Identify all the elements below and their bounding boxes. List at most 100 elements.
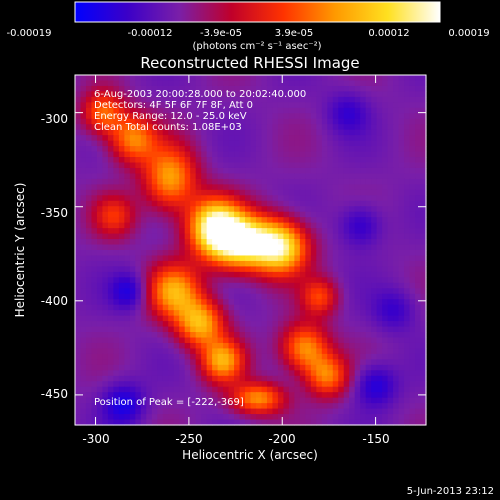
heatmap-cell [184,157,191,164]
heatmap-cell [398,293,405,300]
heatmap-cell [255,293,263,300]
heatmap-cell [223,255,230,262]
heatmap-cell [382,375,389,382]
heatmap-cell [398,162,405,169]
heatmap-cell [75,293,82,300]
heatmap-cell [234,102,241,109]
heatmap-cell [277,342,284,350]
heatmap-cell [102,266,109,273]
heatmap-cell [321,408,328,415]
heatmap-cell [245,408,252,415]
heatmap-cell [261,255,268,262]
heatmap-cell [190,271,197,278]
heatmap-cell [266,173,274,180]
heatmap-cell [135,167,142,175]
heatmap-cell [179,348,186,355]
heatmap-cell [168,321,175,328]
heatmap-cell [294,315,301,322]
heatmap-cell [354,364,361,371]
heatmap-cell [184,211,191,218]
heatmap-cell [195,397,202,404]
heatmap-cell [212,124,219,131]
heatmap-cell [124,408,131,415]
heatmap-cell [91,118,98,125]
heatmap-cell [234,250,241,257]
heatmap-cell [129,277,136,284]
heatmap-cell [382,408,389,415]
heatmap-cell [75,342,82,350]
heatmap-cell [404,113,411,120]
heatmap-cell [382,414,389,421]
heatmap-cell [321,255,328,262]
heatmap-cell [360,255,367,262]
heatmap-cell [190,195,197,202]
heatmap-cell [217,392,224,399]
heatmap-cell [245,293,252,300]
heatmap-cell [288,222,295,229]
heatmap-cell [305,381,312,388]
heatmap-cell [173,414,180,421]
heatmap-cell [332,419,339,426]
heatmap-cell [310,403,317,410]
heatmap-cell [332,75,339,82]
heatmap-cell [261,277,268,284]
heatmap-cell [283,282,290,289]
heatmap-cell [321,326,328,333]
heatmap-cell [404,178,411,185]
heatmap-cell [168,244,175,251]
heatmap-cell [75,348,82,355]
heatmap-cell [80,222,87,229]
heatmap-cell [96,353,104,360]
heatmap-cell [195,228,202,235]
heatmap-cell [234,342,241,350]
heatmap-cell [201,408,208,415]
heatmap-cell [91,135,98,142]
heatmap-cell [360,173,367,180]
heatmap-cell [234,195,241,202]
heatmap-cell [140,91,147,98]
heatmap-cell [80,162,87,169]
heatmap-cell [349,260,356,268]
heatmap-cell [96,113,104,120]
heatmap-cell [217,118,224,125]
heatmap-cell [299,266,306,273]
heatmap-cell [129,392,136,399]
heatmap-cell [217,326,224,333]
heatmap-cell [206,332,213,339]
heatmap-cell [310,239,317,246]
heatmap-cell [85,244,93,251]
heatmap-cell [349,85,356,93]
heatmap-cell [190,75,197,82]
heatmap-cell [239,80,246,87]
heatmap-cell [376,107,383,114]
heatmap-cell [365,135,372,142]
heatmap-cell [157,140,164,147]
heatmap-cell [277,102,284,109]
heatmap-cell [371,135,378,142]
heatmap-cell [404,167,411,175]
heatmap-cell [343,321,350,328]
heatmap-cell [316,244,323,251]
heatmap-cell [305,299,312,306]
heatmap-cell [349,337,356,344]
heatmap-cell [393,288,400,295]
heatmap-cell [239,211,246,218]
heatmap-cell [283,200,290,207]
heatmap-cell [365,315,372,322]
heatmap-cell [283,189,290,196]
heatmap-cell [283,80,290,87]
heatmap-cell [398,260,405,268]
heatmap-cell [113,315,120,322]
heatmap-cell [387,359,394,366]
heatmap-cell [305,353,312,360]
heatmap-cell [151,96,158,103]
y-tick-label: -400 [41,294,68,308]
heatmap-cell [354,167,361,175]
heatmap-cell [321,348,328,355]
heatmap-cell [179,419,186,426]
heatmap-cell [420,113,427,120]
heatmap-cell [162,260,169,268]
heatmap-cell [140,184,147,191]
heatmap-cell [129,260,136,268]
heatmap-cell [360,337,367,344]
